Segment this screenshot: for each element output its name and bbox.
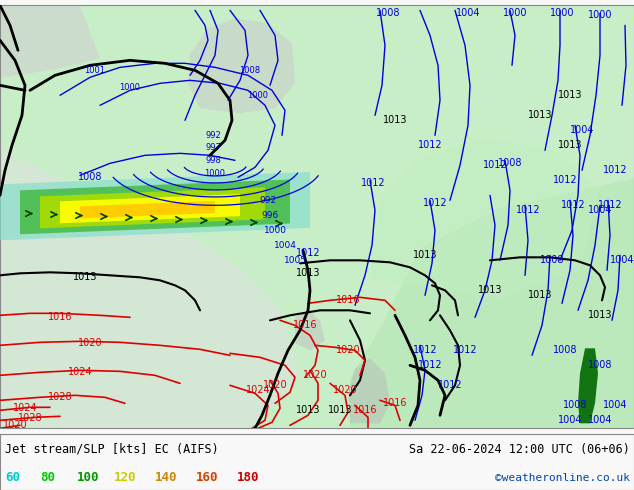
Text: 1012: 1012 xyxy=(437,380,462,391)
Text: 1024: 1024 xyxy=(68,368,93,377)
Text: ©weatheronline.co.uk: ©weatheronline.co.uk xyxy=(495,472,630,483)
Text: 1008: 1008 xyxy=(588,360,612,370)
Text: 996: 996 xyxy=(261,211,278,220)
Text: 997: 997 xyxy=(205,143,221,152)
Text: 1008: 1008 xyxy=(78,172,102,182)
Polygon shape xyxy=(20,179,290,234)
Text: 1020: 1020 xyxy=(262,380,287,391)
Text: 1028: 1028 xyxy=(18,414,42,423)
Text: 1020: 1020 xyxy=(333,385,358,395)
Text: 1000: 1000 xyxy=(588,10,612,20)
Text: 1004: 1004 xyxy=(570,125,594,135)
Polygon shape xyxy=(60,194,240,223)
Text: 992: 992 xyxy=(259,196,276,205)
Text: 1013: 1013 xyxy=(73,272,97,282)
Text: 1008: 1008 xyxy=(540,255,564,265)
Polygon shape xyxy=(80,201,215,219)
Text: 1013: 1013 xyxy=(527,110,552,121)
Text: 1013: 1013 xyxy=(478,285,502,295)
Polygon shape xyxy=(348,358,390,423)
Text: 1016: 1016 xyxy=(293,320,317,330)
Polygon shape xyxy=(0,172,310,240)
Text: 1013: 1013 xyxy=(558,140,582,150)
Text: 1000: 1000 xyxy=(119,83,141,92)
Text: 1013: 1013 xyxy=(558,90,582,100)
Text: 1012: 1012 xyxy=(603,165,627,175)
Text: 1000: 1000 xyxy=(247,91,269,100)
Text: 1020: 1020 xyxy=(78,338,102,348)
Text: 1005: 1005 xyxy=(283,256,306,265)
Text: 1013: 1013 xyxy=(295,269,320,278)
Text: 1013: 1013 xyxy=(588,310,612,320)
Polygon shape xyxy=(188,18,295,113)
Text: 1013: 1013 xyxy=(527,290,552,300)
Text: 1004: 1004 xyxy=(588,416,612,425)
Text: 1000: 1000 xyxy=(264,226,287,235)
Text: 60: 60 xyxy=(5,471,20,484)
Text: 1004: 1004 xyxy=(588,205,612,215)
Text: 1004: 1004 xyxy=(603,400,627,410)
Text: 1016: 1016 xyxy=(353,405,377,416)
Text: 1020: 1020 xyxy=(302,370,327,380)
Text: 180: 180 xyxy=(237,471,259,484)
Text: 120: 120 xyxy=(114,471,136,484)
Text: Jet stream/SLP [kts] EC (AIFS): Jet stream/SLP [kts] EC (AIFS) xyxy=(5,443,219,456)
Text: 1024: 1024 xyxy=(246,385,270,395)
Polygon shape xyxy=(578,348,598,423)
Text: 1012: 1012 xyxy=(418,140,443,150)
Text: 160: 160 xyxy=(196,471,219,484)
Text: 1016: 1016 xyxy=(383,398,407,408)
Polygon shape xyxy=(370,138,600,298)
Polygon shape xyxy=(295,310,325,350)
Polygon shape xyxy=(0,148,300,428)
Text: 1004: 1004 xyxy=(558,416,582,425)
Text: 1008: 1008 xyxy=(498,158,522,169)
Text: 1001: 1001 xyxy=(84,66,105,75)
Text: 1004: 1004 xyxy=(610,255,634,265)
Text: 1028: 1028 xyxy=(48,392,72,402)
Polygon shape xyxy=(0,5,634,428)
Text: 1012: 1012 xyxy=(515,205,540,215)
Text: 1012: 1012 xyxy=(295,248,320,258)
Text: 1004: 1004 xyxy=(456,8,480,18)
Polygon shape xyxy=(350,178,634,428)
Text: 140: 140 xyxy=(155,471,178,484)
Text: 1008: 1008 xyxy=(376,8,400,18)
Text: 1012: 1012 xyxy=(482,160,507,171)
Text: 1013: 1013 xyxy=(383,115,407,125)
Text: 1012: 1012 xyxy=(418,360,443,370)
Text: 1008: 1008 xyxy=(553,345,577,355)
Text: 1008: 1008 xyxy=(563,400,587,410)
Text: 1012: 1012 xyxy=(413,345,437,355)
Text: Sa 22-06-2024 12:00 UTC (06+06): Sa 22-06-2024 12:00 UTC (06+06) xyxy=(409,443,630,456)
Text: 1024: 1024 xyxy=(13,403,37,414)
Text: 1004: 1004 xyxy=(273,241,297,250)
Text: 1013: 1013 xyxy=(413,250,437,260)
Text: 80: 80 xyxy=(40,471,55,484)
Text: 1016: 1016 xyxy=(336,295,360,305)
Text: 1012: 1012 xyxy=(361,178,385,188)
Text: 1012: 1012 xyxy=(453,345,477,355)
Polygon shape xyxy=(40,187,265,228)
Text: 1000: 1000 xyxy=(205,169,226,178)
Text: 1013: 1013 xyxy=(328,405,353,416)
Text: 1000: 1000 xyxy=(550,8,574,18)
Text: 1020: 1020 xyxy=(3,420,27,430)
Text: 992: 992 xyxy=(205,131,221,140)
Text: 1016: 1016 xyxy=(48,312,72,322)
Text: 1012: 1012 xyxy=(560,200,585,210)
Text: 1013: 1013 xyxy=(295,405,320,416)
Text: 100: 100 xyxy=(77,471,100,484)
Polygon shape xyxy=(0,5,100,78)
Text: 1008: 1008 xyxy=(240,66,261,75)
Text: 1012: 1012 xyxy=(598,200,623,210)
Text: 998: 998 xyxy=(205,156,221,165)
Text: 1012: 1012 xyxy=(553,175,578,185)
Text: 1012: 1012 xyxy=(423,198,448,208)
Text: 1000: 1000 xyxy=(503,8,527,18)
Text: 1020: 1020 xyxy=(335,345,360,355)
